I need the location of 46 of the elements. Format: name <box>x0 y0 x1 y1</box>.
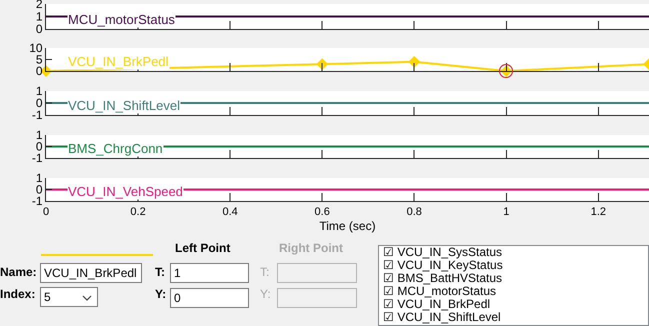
x-tick-label: 1.2 <box>590 206 606 218</box>
text: ☑ BMS_BattHVStatus <box>383 271 502 285</box>
text: 0 <box>174 291 181 305</box>
y-tick-label: 0 <box>36 140 43 154</box>
series-label: VCU_IN_ShiftLevel <box>68 98 180 113</box>
y-tick-label: 5 <box>36 52 43 67</box>
text: ☑ MCU_motorStatus <box>383 284 496 298</box>
x-tick-label: 1 <box>503 206 510 218</box>
x-tick-label: 0.6 <box>314 206 330 218</box>
text: T: <box>260 265 270 279</box>
x-tick-label: 0.4 <box>222 206 238 218</box>
text: ☑ VCU_IN_ShiftLevel <box>383 310 501 324</box>
text: Name: <box>0 265 37 279</box>
y-tick-label: 1 <box>36 128 43 142</box>
y-tick-label: 0 <box>36 96 43 110</box>
text: ☑ VCU_IN_BrkPedl <box>383 297 490 311</box>
text: Index: <box>0 287 36 301</box>
text: 1 <box>174 266 181 280</box>
y-tick-label: -1 <box>32 108 43 122</box>
text: VCU_IN_BrkPedl <box>44 266 137 280</box>
y-tick-label: 1 <box>36 84 43 98</box>
y-tick-label: 0 <box>36 182 43 197</box>
x-tick-label: 0.8 <box>406 206 422 218</box>
text: Left Point <box>175 241 230 255</box>
series-label: BMS_ChrgConn <box>68 141 163 156</box>
series-label: VCU_IN_BrkPedl <box>68 54 169 69</box>
y-tick-label: 0 <box>36 64 43 78</box>
y-tick-label: -1 <box>32 194 43 208</box>
y-tick-label: 0 <box>36 22 43 36</box>
series-label: MCU_motorStatus <box>68 12 176 27</box>
text: Y: <box>260 287 271 301</box>
y-tick-label: 1 <box>36 10 43 24</box>
y-tick-label: 1 <box>36 171 43 186</box>
text: ☑ VCU_IN_KeyStatus <box>383 258 503 272</box>
x-tick-label: 0.2 <box>130 206 146 218</box>
y-tick-label: 2 <box>36 0 43 12</box>
text: T: <box>155 265 165 279</box>
text: Right Point <box>279 241 343 255</box>
point <box>408 56 420 68</box>
x-axis-title: Time (sec) <box>319 219 376 234</box>
y-tick-label: -1 <box>32 151 43 166</box>
point <box>316 58 328 70</box>
series-label: VCU_IN_VehSpeed <box>68 184 183 199</box>
text: ☑ VCU_IN_SysStatus <box>383 245 502 259</box>
text: Y: <box>155 287 166 301</box>
y-tick-label: 10 <box>29 41 43 56</box>
